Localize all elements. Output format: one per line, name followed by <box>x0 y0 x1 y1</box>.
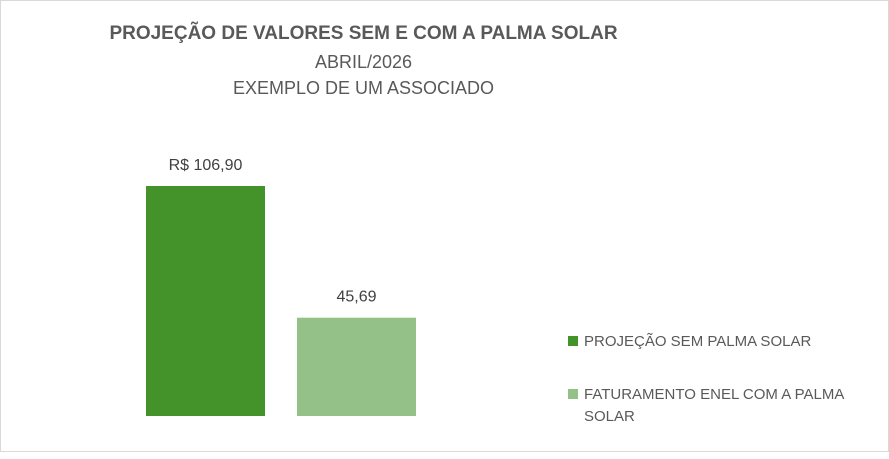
bar-1 <box>297 317 416 416</box>
legend-label: PROJEÇÃO SEM PALMA SOLAR <box>584 333 812 350</box>
data-label-0: R$ 106,90 <box>169 157 243 174</box>
legend-item-com-palma: FATURAMENTO ENEL COM A PALMA SOLAR <box>568 384 868 428</box>
chart-subtitle-date: ABRIL/2026 <box>314 52 413 72</box>
legend-swatch <box>568 336 578 346</box>
chart-subtitle-example: EXEMPLO DE UM ASSOCIADO <box>232 78 495 98</box>
legend: PROJEÇÃO SEM PALMA SOLAR FATURAMENTO ENE… <box>568 331 868 459</box>
title-block: PROJEÇÃO DE VALORES SEM E COM A PALMA SO… <box>101 19 626 101</box>
bar-0 <box>146 186 265 416</box>
data-label-1: 45,69 <box>336 289 376 306</box>
legend-item-sem-palma: PROJEÇÃO SEM PALMA SOLAR <box>568 331 868 353</box>
legend-label: FATURAMENTO ENEL COM A PALMA SOLAR <box>584 386 844 425</box>
chart-title: PROJEÇÃO DE VALORES SEM E COM A PALMA SO… <box>109 23 618 44</box>
legend-swatch <box>568 389 578 399</box>
